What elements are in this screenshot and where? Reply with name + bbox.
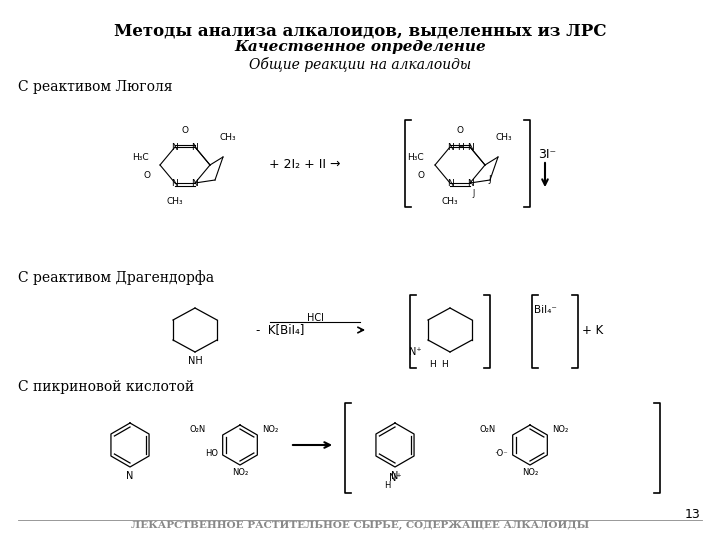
Text: 3I⁻: 3I⁻	[538, 148, 556, 161]
Text: NO₂: NO₂	[552, 426, 568, 435]
Text: NH: NH	[188, 356, 202, 366]
Text: ·O⁻: ·O⁻	[495, 449, 508, 457]
Text: J: J	[472, 188, 474, 198]
Text: O: O	[181, 126, 189, 135]
Text: N: N	[467, 179, 473, 187]
Text: N: N	[467, 143, 473, 152]
Text: CH₃: CH₃	[441, 197, 459, 206]
Text: BiI₄⁻: BiI₄⁻	[534, 305, 557, 315]
Text: ЛЕКАРСТВЕННОЕ РАСТИТЕЛЬНОЕ СЫРЬЕ, СОДЕРЖАЩЕЕ АЛКАЛОИДЫ: ЛЕКАРСТВЕННОЕ РАСТИТЕЛЬНОЕ СЫРЬЕ, СОДЕРЖ…	[131, 521, 589, 530]
Text: 13: 13	[684, 508, 700, 521]
Text: N: N	[391, 471, 399, 481]
Text: H₃C: H₃C	[408, 152, 424, 161]
Text: O: O	[143, 171, 150, 179]
Text: O: O	[418, 171, 425, 179]
Text: -  K[BiI₄]: - K[BiI₄]	[256, 323, 304, 336]
Text: + 2I₂ + II →: + 2I₂ + II →	[269, 159, 341, 172]
Text: N: N	[446, 179, 454, 187]
Text: NO₂: NO₂	[232, 468, 248, 477]
Text: N⁺: N⁺	[410, 347, 422, 357]
Text: N: N	[192, 179, 199, 187]
Text: CH₃: CH₃	[495, 132, 512, 141]
Text: O₂N: O₂N	[190, 426, 206, 435]
Text: С реактивом Люголя: С реактивом Люголя	[18, 80, 173, 94]
Text: NO₂: NO₂	[262, 426, 278, 435]
Text: H: H	[384, 481, 390, 490]
Text: N: N	[192, 143, 199, 152]
Text: HO: HO	[205, 449, 218, 457]
Text: HCl: HCl	[307, 313, 323, 323]
Text: CH₃: CH₃	[167, 197, 184, 206]
Text: CH₃: CH₃	[220, 132, 237, 141]
Text: N⁺: N⁺	[389, 473, 401, 483]
Text: J: J	[488, 176, 490, 185]
Text: N: N	[171, 143, 179, 152]
Text: + K: + K	[582, 323, 603, 336]
Text: H: H	[441, 360, 449, 369]
Text: O₂N: O₂N	[480, 426, 496, 435]
Text: N: N	[126, 471, 134, 481]
Text: NO₂: NO₂	[522, 468, 538, 477]
Text: Общие реакции на алкалоиды: Общие реакции на алкалоиды	[249, 57, 471, 72]
Text: С реактивом Драгендорфа: С реактивом Драгендорфа	[18, 270, 214, 285]
Text: N: N	[446, 143, 454, 152]
Text: H: H	[456, 143, 464, 152]
Text: С пикриновой кислотой: С пикриновой кислотой	[18, 380, 194, 394]
Text: Качественное определение: Качественное определение	[234, 40, 486, 54]
Text: H₃C: H₃C	[132, 152, 149, 161]
Text: N: N	[171, 179, 179, 187]
Text: Методы анализа алкалоидов, выделенных из ЛРС: Методы анализа алкалоидов, выделенных из…	[114, 22, 606, 39]
Text: O: O	[456, 126, 464, 135]
Text: H: H	[428, 360, 436, 369]
